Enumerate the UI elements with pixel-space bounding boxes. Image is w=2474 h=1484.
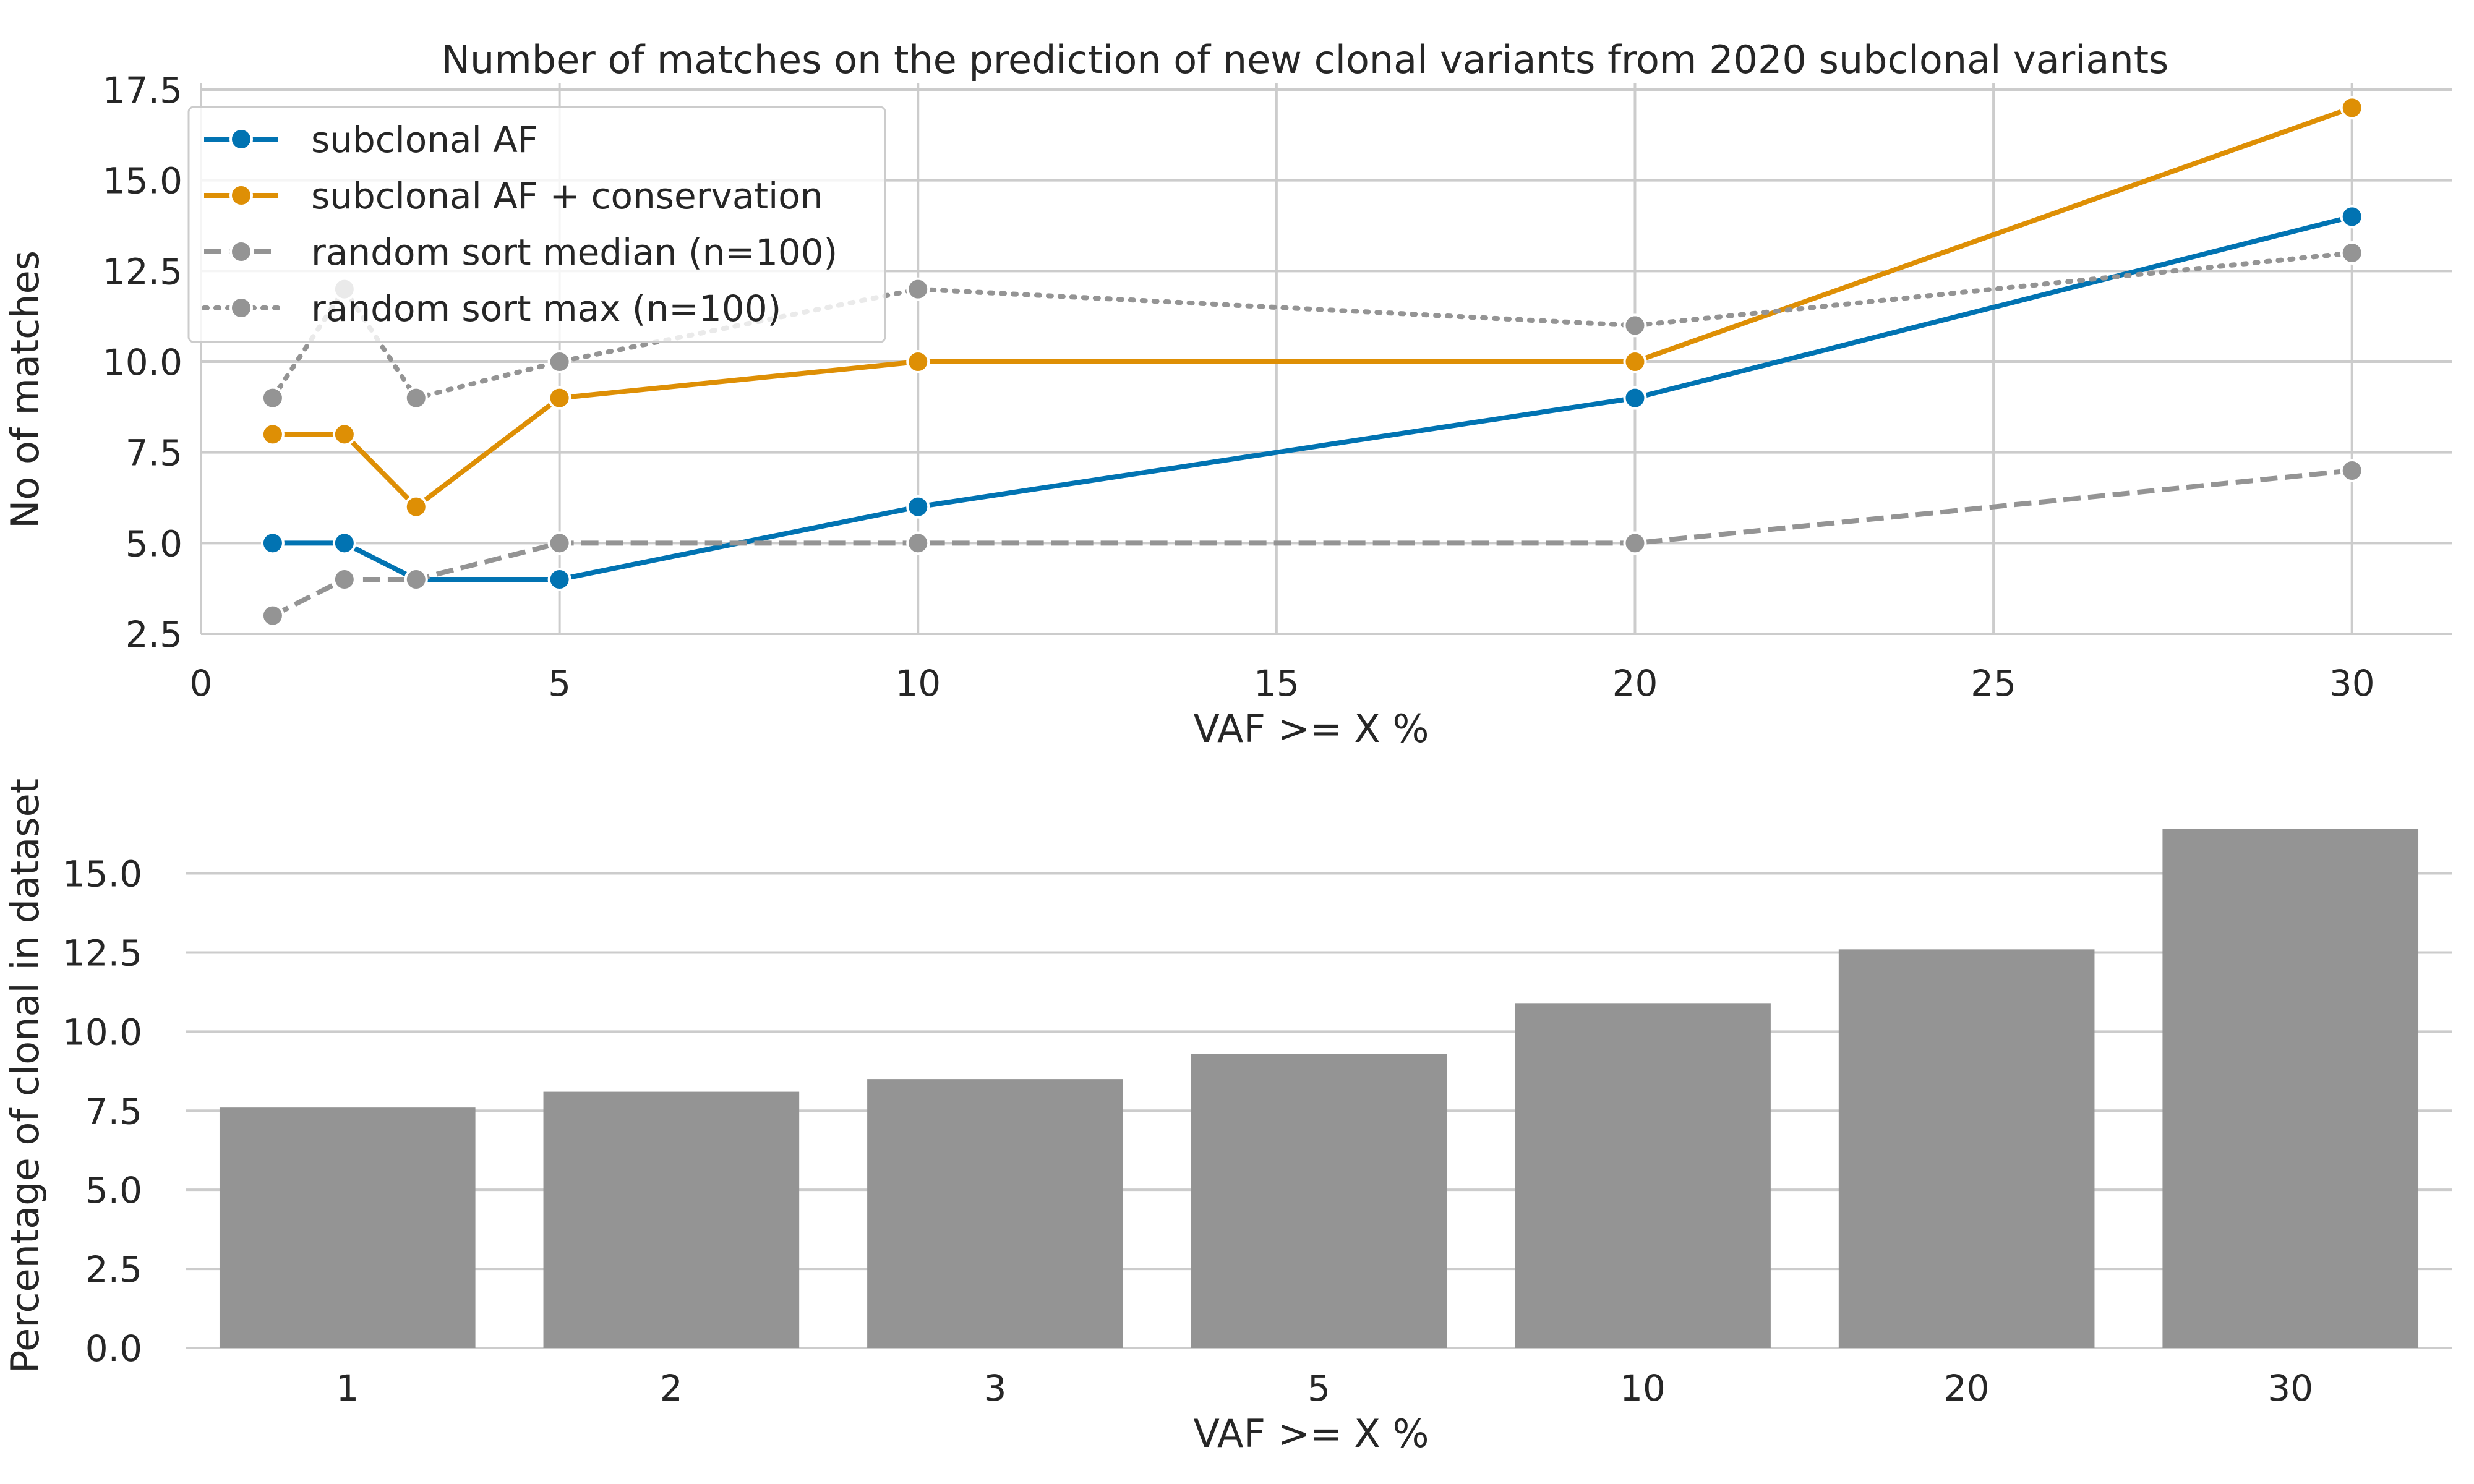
y-tick-label: 2.5 [85, 1248, 142, 1290]
data-point [1623, 531, 1647, 555]
y-tick-label: 10.0 [103, 341, 182, 383]
series-3 [260, 459, 2364, 628]
data-point [332, 531, 356, 555]
x-tick-label: 10 [895, 662, 941, 704]
bar-20 [1838, 949, 2095, 1348]
data-point [260, 386, 285, 410]
data-point [332, 568, 356, 591]
x-tick-label: 3 [983, 1367, 1006, 1409]
x-tick-label: 20 [1612, 662, 1658, 704]
data-point [906, 350, 930, 373]
data-point [404, 495, 428, 519]
legend: subclonal AF subclonal AF + conservation r… [187, 106, 886, 343]
data-point [260, 603, 285, 628]
legend-swatch-marker [229, 240, 253, 263]
data-point [906, 495, 930, 519]
line-chart: Number of matches on the prediction of n… [2, 37, 2452, 751]
data-point [2340, 241, 2364, 265]
data-point [2340, 459, 2364, 482]
data-point [1623, 350, 1647, 373]
data-point [547, 531, 571, 555]
y-tick-label: 0.0 [85, 1328, 142, 1370]
y-tick-label: 5.0 [85, 1169, 142, 1211]
legend-swatch-marker [229, 127, 253, 151]
x-tick-label: 30 [2329, 662, 2375, 704]
y-tick-label: 12.5 [62, 932, 142, 974]
data-point [1623, 386, 1647, 410]
data-point [1623, 313, 1647, 338]
x-tick-labels: 1 2 3 5 10 20 30 [336, 1367, 2313, 1409]
x-tick-label: 15 [1254, 662, 1299, 704]
x-tick-label: 10 [1620, 1367, 1666, 1409]
legend-swatch-marker [229, 184, 253, 207]
x-tick-label: 2 [660, 1367, 683, 1409]
x-tick-label: 1 [336, 1367, 359, 1409]
legend-entry: subclonal AF + conservation [204, 175, 823, 217]
x-tick-label: 5 [1308, 1367, 1330, 1409]
data-point [906, 531, 930, 555]
bar-2 [543, 1091, 800, 1348]
x-tick-label: 0 [190, 662, 213, 704]
data-point [404, 568, 428, 591]
x-tick-label: 5 [548, 662, 571, 704]
x-tick-label: 25 [1971, 662, 2016, 704]
y-tick-label: 5.0 [126, 522, 182, 565]
legend-label: subclonal AF [311, 119, 538, 161]
legend-label: subclonal AF + conservation [311, 175, 823, 217]
data-point [547, 386, 571, 410]
data-point [404, 386, 428, 410]
y-tick-labels: 2.5 5.0 7.5 10.0 12.5 15.0 17.5 [103, 69, 182, 655]
y-tick-labels: 0.0 2.5 5.0 7.5 10.0 12.5 15.0 [62, 853, 142, 1370]
y-tick-label: 2.5 [126, 613, 182, 655]
series-layer [260, 96, 2364, 628]
data-point [547, 350, 571, 373]
data-point [547, 568, 571, 591]
y-tick-label: 12.5 [103, 250, 182, 292]
data-point [260, 422, 285, 446]
bar-3 [867, 1079, 1123, 1348]
data-point [260, 531, 285, 555]
bar-30 [2162, 829, 2419, 1348]
y-tick-label: 17.5 [103, 69, 182, 111]
legend-entry: subclonal AF [204, 119, 538, 161]
legend-swatch-marker [229, 296, 253, 320]
y-axis-label: No of matches [2, 250, 48, 529]
data-point [332, 422, 356, 446]
bar-10 [1515, 1003, 1771, 1348]
bars-layer [219, 829, 2419, 1348]
legend-label: random sort median (n=100) [311, 231, 837, 273]
y-tick-label: 15.0 [62, 853, 142, 895]
y-tick-label: 7.5 [126, 432, 182, 474]
y-tick-label: 10.0 [62, 1011, 142, 1053]
y-tick-label: 15.0 [103, 160, 182, 202]
y-axis-label: Percentage of clonal in dataset [2, 778, 48, 1373]
data-point [906, 277, 930, 301]
chart-title: Number of matches on the prediction of n… [442, 37, 2169, 82]
bar-1 [219, 1107, 476, 1348]
bar-chart: 0.0 2.5 5.0 7.5 10.0 12.5 15.0 1 2 3 5 10 20 30 VAF … [2, 778, 2452, 1456]
x-axis-label: VAF >= X % [1194, 706, 1429, 751]
x-tick-labels: 0 5 10 15 20 25 30 [190, 662, 2375, 704]
legend-label: random sort max (n=100) [311, 288, 781, 330]
bar-5 [1191, 1054, 1447, 1348]
series-2 [260, 96, 2364, 519]
x-tick-label: 30 [2267, 1367, 2313, 1409]
data-point [2340, 205, 2364, 229]
legend-entry: random sort median (n=100) [204, 231, 837, 273]
data-point [2340, 96, 2364, 120]
y-tick-label: 7.5 [85, 1090, 142, 1132]
x-tick-label: 20 [1944, 1367, 1990, 1409]
legend-box [187, 106, 886, 343]
legend-entry: random sort max (n=100) [202, 288, 781, 330]
x-axis-label: VAF >= X % [1194, 1411, 1429, 1456]
